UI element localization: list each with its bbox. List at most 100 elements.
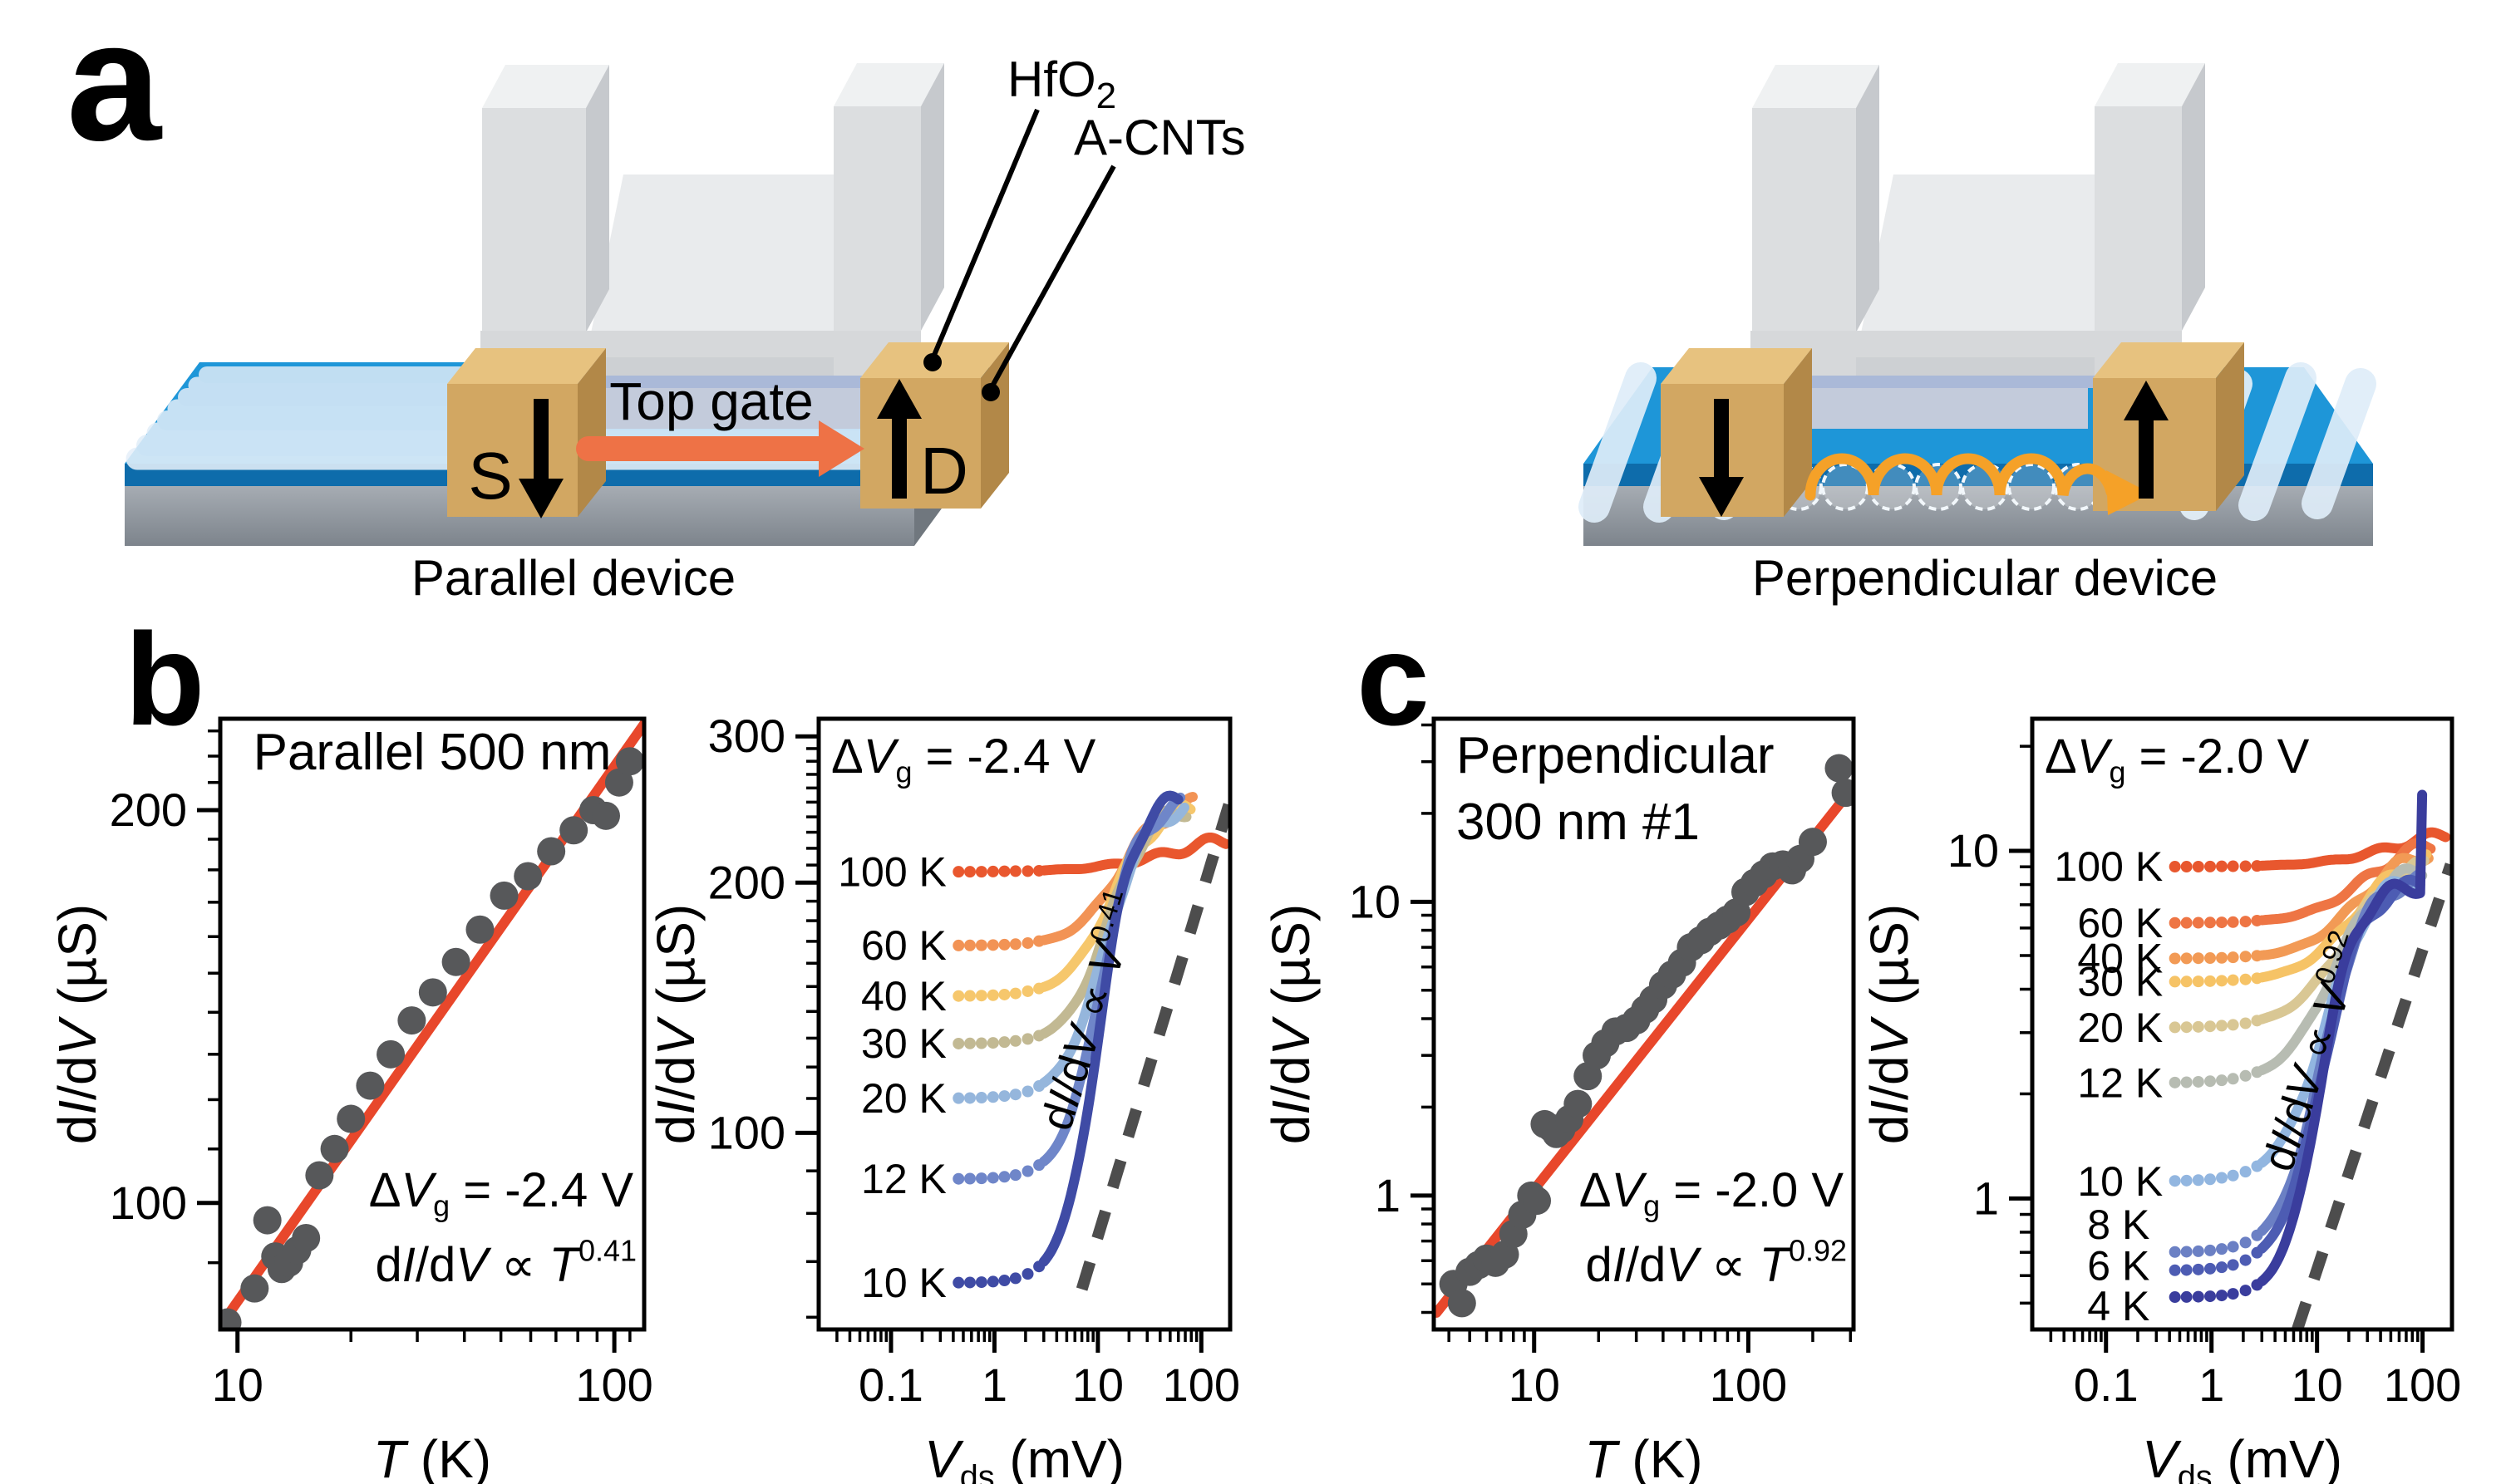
curve-dot bbox=[2227, 860, 2239, 872]
curve-dot bbox=[2180, 1021, 2193, 1034]
curve-dot bbox=[963, 1172, 976, 1185]
perpendicular-device-caption: Perpendicular device bbox=[1752, 550, 2218, 606]
curve-dot bbox=[953, 939, 965, 951]
cnt-tube bbox=[2238, 362, 2316, 521]
hfo2-layer bbox=[1750, 376, 2182, 388]
x-axis-title: T (K) bbox=[1584, 1429, 1702, 1484]
curve-dot bbox=[2180, 1264, 2193, 1276]
curve-dot bbox=[987, 1275, 999, 1288]
curve-dot bbox=[998, 1036, 1011, 1049]
curve-dot bbox=[2227, 1259, 2239, 1271]
curve-dot bbox=[953, 866, 965, 878]
callout-dot-icon bbox=[982, 383, 1000, 401]
curve-dot bbox=[2204, 1244, 2217, 1256]
curve-dot bbox=[2215, 916, 2228, 929]
curve-dot bbox=[1009, 938, 1022, 951]
y-axis-title: dI/dV (µS) bbox=[646, 904, 706, 1144]
curve-dot bbox=[2239, 973, 2252, 985]
curve-dot bbox=[2239, 1069, 2252, 1082]
contact-front bbox=[2093, 378, 2216, 511]
temp-label: 60 K bbox=[861, 922, 947, 969]
curve-dot bbox=[1022, 1033, 1034, 1045]
data-curve bbox=[1038, 790, 1184, 1267]
curve-dot bbox=[2215, 975, 2228, 987]
gate-rail-right-top bbox=[2095, 63, 2205, 106]
curve-dot bbox=[2169, 1291, 2181, 1304]
plot-frame bbox=[1431, 716, 1856, 1332]
curve-dot bbox=[998, 865, 1011, 877]
curve-dot bbox=[2227, 974, 2239, 986]
right-contact bbox=[2093, 342, 2244, 511]
curve-dot bbox=[987, 989, 999, 1001]
curve-dot bbox=[998, 938, 1011, 951]
y-axis-title: dI/dV (µS) bbox=[1859, 904, 1919, 1144]
curve-dot bbox=[2180, 1174, 2193, 1187]
curve-dot bbox=[2180, 1076, 2193, 1088]
curve-dot bbox=[2227, 951, 2239, 964]
x-tick-label: 100 bbox=[1163, 1359, 1240, 1411]
guide-label: dI/dV ∝ V0.41 bbox=[1028, 885, 1150, 1136]
curve-dot bbox=[2239, 1254, 2252, 1266]
curve-dot bbox=[987, 1091, 999, 1103]
curve-dot bbox=[963, 939, 976, 951]
curve-dot bbox=[2215, 951, 2228, 964]
data-curve bbox=[2257, 853, 2434, 961]
curve-dot bbox=[2239, 951, 2252, 963]
data-curve bbox=[2257, 789, 2428, 1287]
panel-letter-c: c bbox=[1356, 607, 1430, 753]
y-axis-title: dI/dV (µS) bbox=[47, 904, 107, 1144]
gate-rail-left-front bbox=[482, 108, 586, 332]
curve-dot bbox=[998, 1274, 1011, 1286]
annotation: 300 nm #1 bbox=[1456, 794, 1700, 851]
y-tick-label: 300 bbox=[708, 710, 785, 762]
cnt-ring-icon bbox=[2007, 463, 2056, 511]
y-tick-label: 100 bbox=[708, 1106, 785, 1158]
annotation: dI/dV ∝ T0.92 bbox=[1585, 1234, 1847, 1292]
y-tick-label: 1 bbox=[1973, 1172, 1999, 1224]
plot-area bbox=[953, 790, 1230, 1291]
temp-label: 40 K bbox=[2077, 936, 2163, 982]
curve-dot bbox=[2169, 1246, 2181, 1258]
x-axis-title: Vds (mV) bbox=[924, 1429, 1125, 1484]
temp-label: 100 K bbox=[2055, 843, 2164, 890]
scatter-point bbox=[320, 1134, 349, 1163]
scatter-point bbox=[220, 1308, 242, 1329]
callout-line bbox=[988, 165, 1116, 391]
parallel-device-schematic: S D Top gate HfO2 A-CNTs Parallel device bbox=[125, 52, 1246, 606]
curve-dot bbox=[2204, 1290, 2217, 1303]
curve-dot bbox=[1022, 1268, 1034, 1280]
curve-dot bbox=[2180, 916, 2193, 929]
curve-dot bbox=[953, 1172, 965, 1185]
up-arrow-icon bbox=[2124, 381, 2169, 499]
cnt-tube bbox=[2302, 368, 2376, 519]
hopping-path bbox=[1804, 453, 2151, 515]
top-gate bbox=[1750, 63, 2205, 429]
panel-letter-a: a bbox=[66, 0, 163, 176]
y-tick-label: 10 bbox=[1349, 875, 1401, 927]
curve-dot bbox=[987, 865, 999, 877]
temp-label: 30 K bbox=[861, 1020, 947, 1067]
hfo2-label: HfO2 bbox=[1007, 52, 1116, 116]
curve-dot bbox=[2169, 1175, 2181, 1187]
hfo2-callout: HfO2 bbox=[923, 52, 1116, 371]
curve-dot bbox=[987, 1037, 999, 1049]
acnts-callout: A-CNTs bbox=[982, 110, 1246, 401]
scatter-point bbox=[1824, 754, 1854, 783]
curve-dot bbox=[953, 1037, 965, 1049]
gate-rail-left-side bbox=[586, 65, 609, 332]
scatter-point bbox=[1798, 828, 1827, 857]
gate-rail-right-front bbox=[2095, 106, 2182, 331]
perpendicular-device-schematic: Perpendicular device bbox=[1578, 63, 2376, 606]
curve-dot bbox=[2192, 1020, 2204, 1033]
scatter-point bbox=[490, 881, 519, 910]
x-tick-label: 10 bbox=[212, 1359, 263, 1411]
x-tick-label: 100 bbox=[2384, 1359, 2461, 1411]
temp-label: 6 K bbox=[2087, 1242, 2149, 1289]
curve-dot bbox=[2192, 1075, 2204, 1088]
temp-label: 12 K bbox=[861, 1156, 947, 1202]
curve-dot bbox=[975, 990, 987, 1002]
scatter-point bbox=[337, 1104, 366, 1133]
curve-dot bbox=[1009, 1088, 1022, 1101]
plot-area bbox=[1434, 754, 1854, 1318]
scatter-point bbox=[292, 1223, 321, 1252]
